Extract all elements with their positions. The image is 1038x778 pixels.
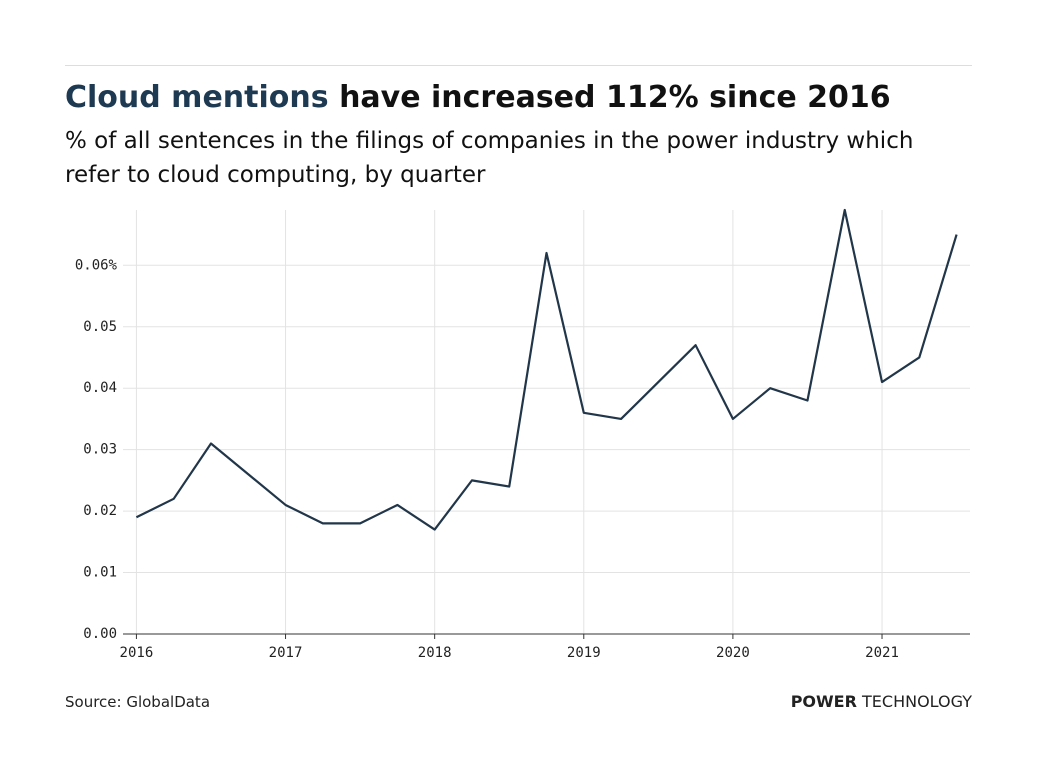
x-tick-label: 2019 (567, 645, 601, 661)
source: Source: GlobalData (65, 693, 211, 711)
data-line (135, 208, 958, 531)
y-tick-label: 0.05 (83, 319, 117, 335)
y-tick-label: 0.06% (75, 257, 118, 273)
title-highlight: Cloud mentions (65, 80, 329, 115)
y-tick-label: 0.02 (83, 503, 117, 519)
y-tick-label: 0.01 (83, 565, 117, 581)
x-tick-label: 2020 (716, 645, 750, 661)
y-tick-label: 0.03 (83, 442, 117, 458)
y-tick-label: 0.04 (83, 380, 117, 396)
brand: POWER TECHNOLOGY (791, 692, 972, 711)
y-tick-label: 0.00 (83, 626, 117, 642)
x-tick-label: 2016 (120, 645, 154, 661)
x-tick-label: 2017 (269, 645, 303, 661)
x-tick-label: 2021 (865, 645, 899, 661)
x-tick-label: 2018 (418, 645, 452, 661)
brand-bold: POWER (790, 692, 857, 711)
subtitle: % of all sentences in the filings of com… (65, 128, 914, 188)
title-rest: have increased 112% since 2016 (339, 80, 891, 115)
brand-rest: TECHNOLOGY (862, 692, 972, 711)
chart-title: Cloud mentions have increased 112% since… (65, 80, 891, 115)
